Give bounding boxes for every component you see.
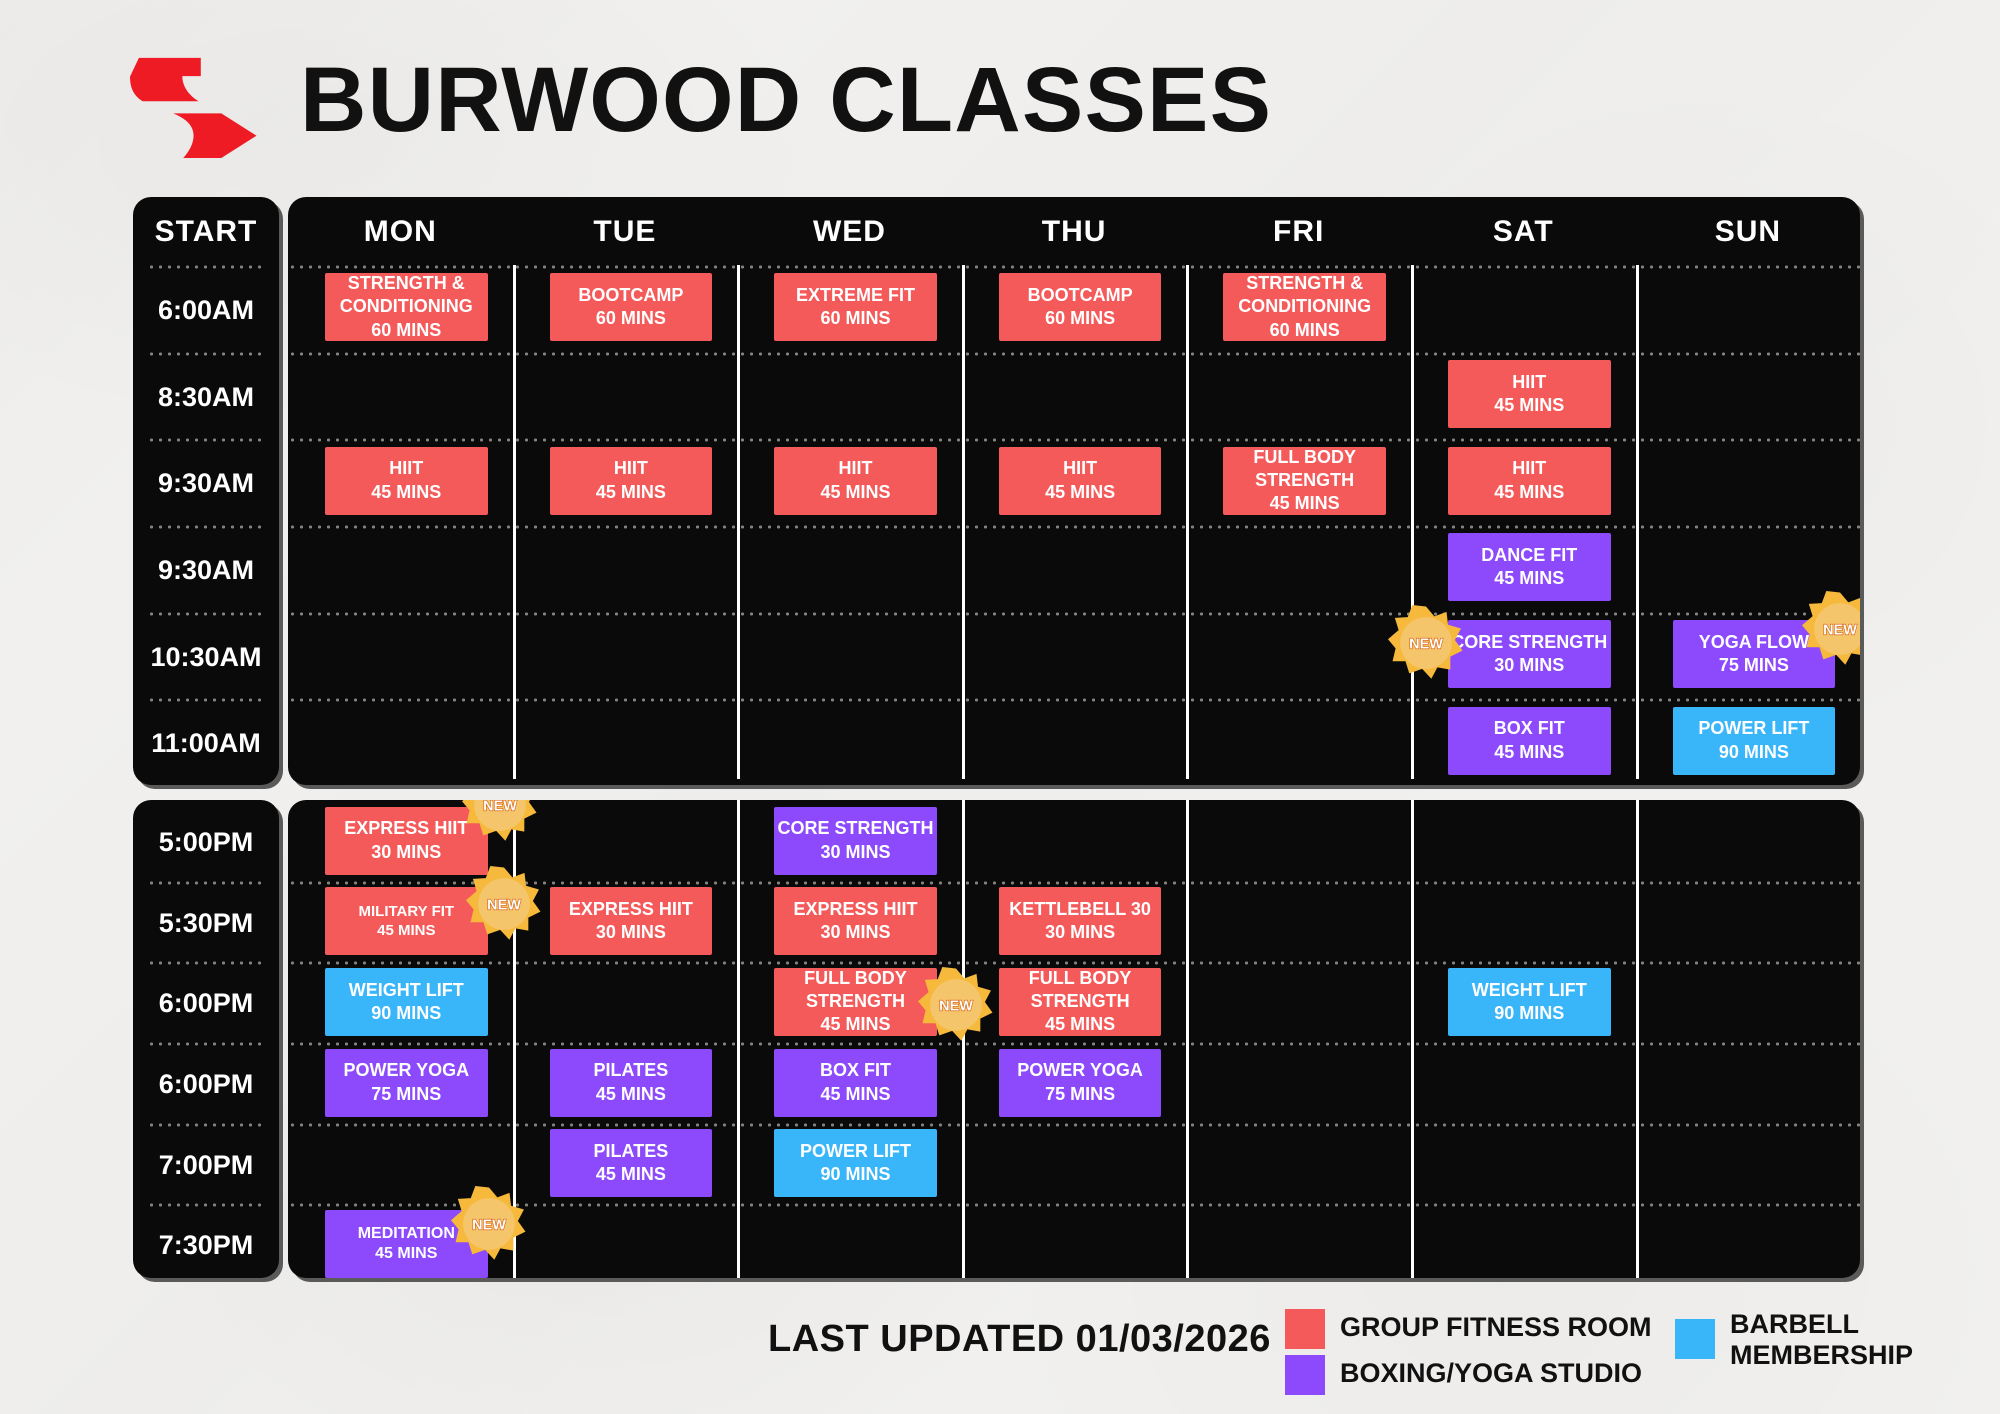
svg-text:NEW: NEW	[483, 800, 517, 814]
svg-text:NEW: NEW	[939, 998, 973, 1014]
svg-text:NEW: NEW	[487, 897, 521, 913]
svg-text:NEW: NEW	[1409, 636, 1443, 652]
svg-text:NEW: NEW	[472, 1217, 506, 1233]
svg-text:NEW: NEW	[1823, 623, 1857, 639]
